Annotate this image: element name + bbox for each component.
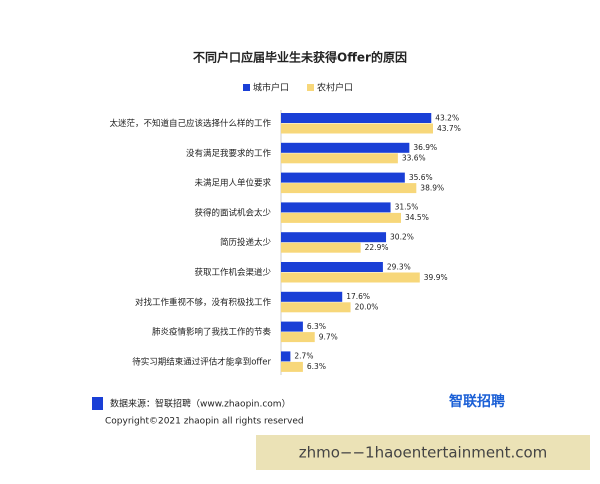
category-label: 获取工作机会渠道少 <box>194 267 271 278</box>
watermark-box <box>256 435 590 470</box>
value-label: 2.7% <box>294 352 313 361</box>
value-label: 35.6% <box>409 173 433 182</box>
value-label: 29.3% <box>387 262 411 271</box>
bar <box>281 262 383 272</box>
bar <box>281 202 391 213</box>
bar <box>281 302 351 313</box>
category-label: 未满足用人单位要求 <box>194 178 271 189</box>
copyright: Copyright©2021 zhaopin all rights reserv… <box>105 417 304 427</box>
legend-swatch <box>307 84 314 91</box>
bar <box>281 351 291 362</box>
bar <box>281 212 401 223</box>
value-label: 43.7% <box>437 124 461 133</box>
value-label: 30.2% <box>390 232 414 241</box>
bar <box>281 172 405 183</box>
source-icon <box>92 397 103 410</box>
value-label: 9.7% <box>319 332 338 341</box>
bar <box>281 232 387 243</box>
source: 数据来源：智联招聘（www.zhaopin.com） <box>110 398 291 410</box>
bar <box>281 153 398 164</box>
value-label: 31.5% <box>395 203 419 212</box>
value-label: 36.9% <box>413 143 437 152</box>
bar <box>281 113 432 123</box>
logo: 智联招聘 <box>448 393 505 410</box>
value-label: 17.6% <box>346 292 370 301</box>
value-label: 39.9% <box>424 273 448 282</box>
value-label: 6.3% <box>307 362 326 371</box>
bar <box>281 142 410 153</box>
bar <box>281 123 433 134</box>
bar <box>281 332 315 343</box>
category-label: 肺炎疫情影响了我找工作的节奏 <box>152 327 272 338</box>
value-label: 34.5% <box>405 213 429 222</box>
bar <box>281 361 303 372</box>
value-label: 22.9% <box>365 243 389 252</box>
category-label: 对找工作重视不够，没有积极找工作 <box>135 297 272 308</box>
category-label: 获得的面试机会太少 <box>194 207 271 218</box>
legend-label: 农村户口 <box>317 82 353 94</box>
legend-swatch <box>243 84 250 91</box>
category-label: 待实习期结束通过评估才能拿到offer <box>132 356 271 367</box>
bar <box>281 291 343 302</box>
bar <box>281 183 417 194</box>
value-label: 33.6% <box>402 154 426 163</box>
watermark: zhmo−−1haoentertainment.com <box>299 444 548 462</box>
chart-title: 不同户口应届毕业生未获得Offer的原因 <box>193 50 407 65</box>
bar <box>281 321 303 332</box>
legend-label: 城市户口 <box>253 82 289 94</box>
category-label: 太迷茫，不知道自己应该选择什么样的工作 <box>109 118 271 129</box>
value-label: 6.3% <box>307 322 326 331</box>
value-label: 38.9% <box>420 183 444 192</box>
value-label: 20.0% <box>355 303 379 312</box>
bar <box>281 272 420 283</box>
bar <box>281 242 361 253</box>
value-label: 43.2% <box>435 113 459 122</box>
category-label: 简历投递太少 <box>220 237 272 248</box>
category-label: 没有满足我要求的工作 <box>186 148 272 159</box>
